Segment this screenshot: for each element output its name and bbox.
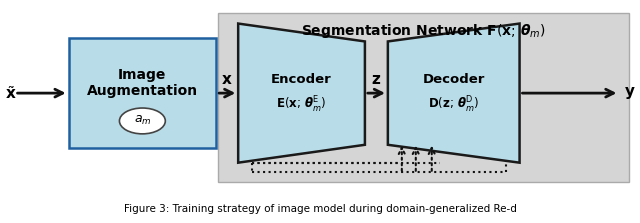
Text: Encoder: Encoder — [271, 73, 332, 86]
Text: $\tilde{\mathbf{x}}$: $\tilde{\mathbf{x}}$ — [5, 85, 17, 102]
Text: Figure 3: Training strategy of image model during domain-generalized Re-d: Figure 3: Training strategy of image mod… — [124, 204, 516, 214]
Ellipse shape — [120, 108, 165, 134]
Text: Augmentation: Augmentation — [87, 84, 198, 98]
Text: $\mathbf{E}(\mathbf{x};\,\boldsymbol{\theta}_m^\mathrm{E})$: $\mathbf{E}(\mathbf{x};\,\boldsymbol{\th… — [276, 95, 327, 115]
Text: $\mathbf{z}$: $\mathbf{z}$ — [371, 72, 381, 87]
Text: Segmentation Network $\mathbf{F}(\mathbf{x};\,\boldsymbol{\theta}_m)$: Segmentation Network $\mathbf{F}(\mathbf… — [301, 21, 546, 39]
Bar — [218, 13, 629, 182]
Polygon shape — [388, 24, 520, 163]
Text: $\mathbf{y}$: $\mathbf{y}$ — [623, 85, 635, 101]
Text: $a_m$: $a_m$ — [134, 114, 151, 128]
Bar — [68, 38, 216, 148]
Text: $\mathbf{D}(\mathbf{z};\,\boldsymbol{\theta}_m^\mathrm{D})$: $\mathbf{D}(\mathbf{z};\,\boldsymbol{\th… — [428, 95, 479, 115]
Text: $\mathbf{x}$: $\mathbf{x}$ — [221, 72, 233, 87]
Text: Decoder: Decoder — [422, 73, 485, 86]
Polygon shape — [238, 24, 365, 163]
Text: Image: Image — [118, 68, 166, 82]
